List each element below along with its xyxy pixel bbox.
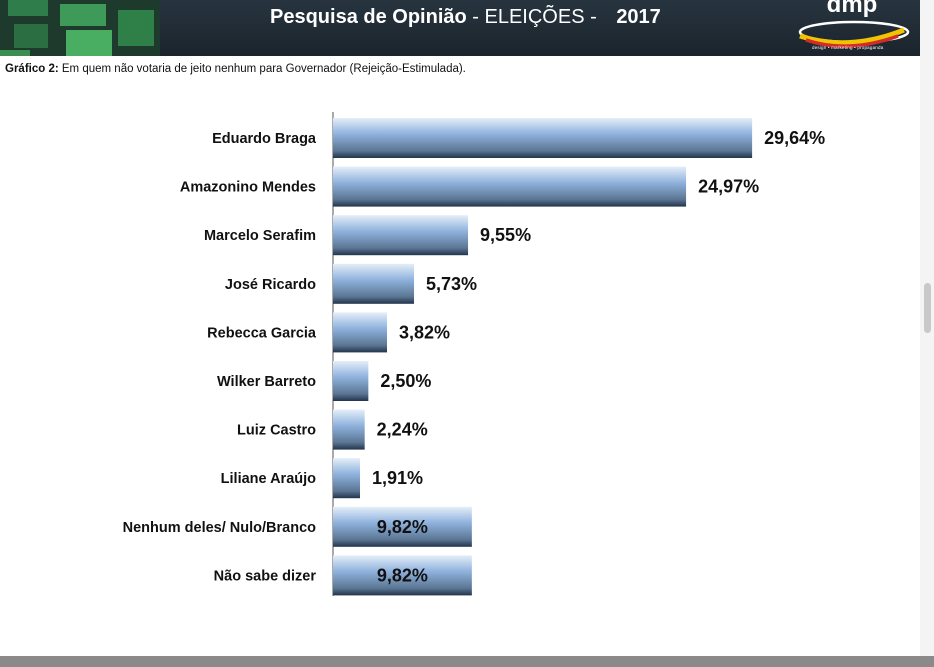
bar [333,166,687,207]
logo-tagline: design • marketing • propaganda [812,45,884,50]
bar [333,506,472,547]
bar [333,263,415,304]
category-label: Não sabe dizer [214,568,317,584]
bar [333,409,365,450]
value-label: 9,55% [480,225,531,245]
chart-subtitle: Gráfico 2: Em quem não votaria de jeito … [5,63,466,75]
category-label: Liliane Araújo [221,471,316,487]
value-label: 2,50% [380,371,431,391]
bar [333,458,361,499]
category-label: Amazonino Mendes [180,180,316,196]
category-label: Eduardo Braga [212,131,317,147]
value-label: 1,91% [372,468,423,488]
bar [333,312,388,353]
value-label: 2,24% [377,420,428,440]
value-label: 3,82% [399,322,450,342]
category-label: Marcelo Serafim [204,228,316,244]
svg-text:dmp: dmp [827,0,878,18]
bar [333,215,469,256]
category-label: Rebecca Garcia [207,325,317,341]
bar-chart: Eduardo Braga 29,64% Amazonino Mendes 24,97… [123,112,825,596]
page-title: Pesquisa de Opinião - ELEIÇÕES - 2017 [270,6,661,28]
bar [333,118,753,158]
value-label: 9,82% [377,517,428,537]
header-banner: Pesquisa de Opinião - ELEIÇÕES - 2017 dm… [0,0,920,56]
value-label: 29,64% [764,128,825,148]
value-label: 5,73% [426,274,477,294]
dmp-logo: dmp [798,0,910,48]
category-label: José Ricardo [225,277,316,293]
category-label: Luiz Castro [237,423,316,439]
bar [333,361,369,401]
value-label: 24,97% [698,177,759,197]
bottom-bar [0,656,934,667]
category-label: Nenhum deles/ Nulo/Branco [123,520,317,536]
category-label: Wilker Barreto [217,374,316,390]
value-label: 9,82% [377,565,428,585]
scrollbar-track[interactable] [920,0,934,667]
bar [333,555,472,596]
scrollbar-thumb[interactable] [924,283,931,333]
green-tiles-decoration [0,0,160,56]
